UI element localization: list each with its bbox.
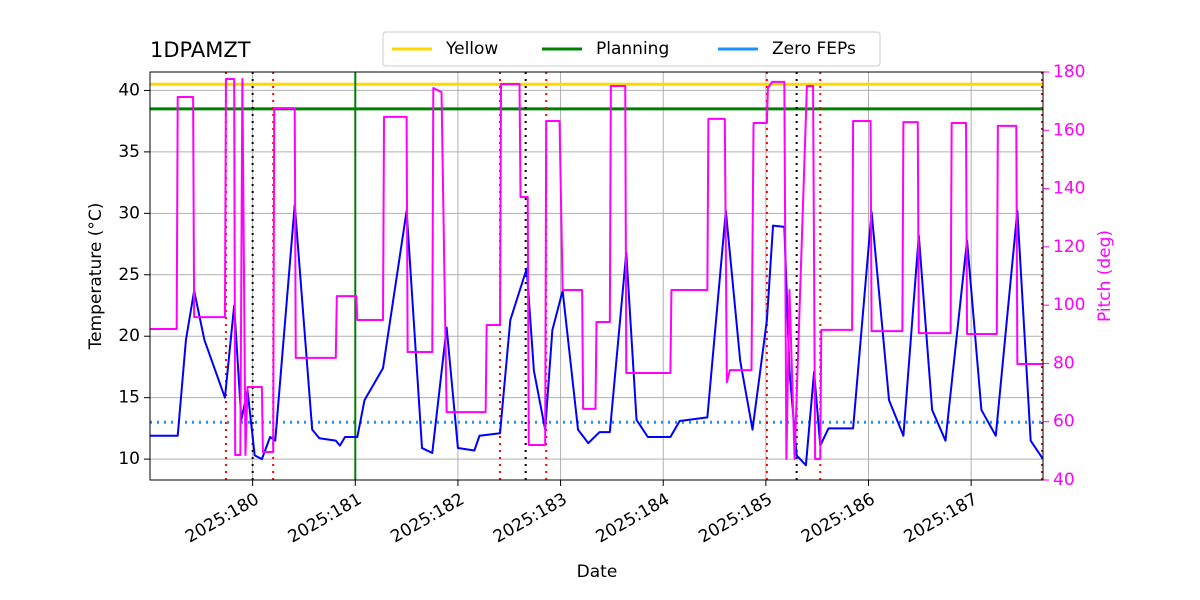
y-tick-label: 25 [118,265,140,285]
grid [150,72,1043,480]
y-tick-label: 20 [118,326,140,346]
y-tick-label: 15 [118,388,140,408]
y-tick-label: 40 [118,80,140,100]
chart-title: 1DPAMZT [150,38,251,62]
plot-area [150,72,1043,480]
x-tick-label: 2025:187 [901,489,982,547]
x-axis-label: Date [577,562,618,582]
y2-axis-label: Pitch (deg) [1095,230,1115,322]
y2-tick-label: 160 [1053,120,1085,140]
legend-box [382,31,881,67]
x-tick-label: 2025:184 [593,489,674,547]
data-line [150,77,1043,461]
y2-tick-label: 120 [1053,237,1085,257]
y2-tick-label: 140 [1053,179,1085,199]
y-tick-label: 30 [118,203,140,223]
legend-label: Yellow [445,39,498,59]
legend-label: Zero FEPs [772,39,856,59]
y-axis-label: Temperature (°C) [86,203,106,351]
x-tick-label: 2025:186 [798,489,879,547]
y-tick-label: 10 [118,449,140,469]
y2-tick-label: 100 [1053,295,1085,315]
y-tick-label: 35 [118,142,140,162]
y2-tick-label: 40 [1053,470,1075,490]
plot-frame [149,71,1044,481]
y2-tick-label: 60 [1053,412,1075,432]
x-tick-label: 2025:183 [490,489,571,547]
y2-tick-label: 180 [1053,62,1085,82]
x-tick-label: 2025:180 [182,489,263,547]
x-tick-label: 2025:185 [695,489,776,547]
x-tick-label: 2025:182 [387,489,468,547]
x-tick-label: 2025:181 [285,489,366,547]
legend-label: Planning [596,39,669,59]
y2-tick-label: 80 [1053,353,1075,373]
